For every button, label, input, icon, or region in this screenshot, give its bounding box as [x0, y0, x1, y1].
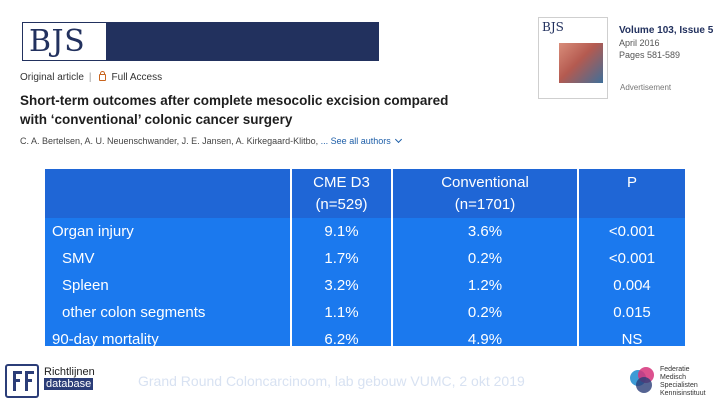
header-conv-line1: Conventional: [441, 174, 529, 191]
label-column: Organ injury SMV Spleen other colon segm…: [45, 218, 290, 348]
table-cell-conventional: 0.2%: [467, 304, 503, 321]
table-cell-p: NS: [621, 331, 643, 348]
table-row-label: other colon segments: [62, 304, 206, 321]
table-row-label: Spleen: [62, 277, 109, 294]
table-cell-cme: 6.2%: [324, 331, 359, 348]
footer-caption: Grand Round Coloncarcinoom, lab gebouw V…: [138, 373, 525, 389]
table-cell-p: <0.001: [608, 223, 656, 240]
journal-logo-text: BJS: [29, 24, 86, 59]
issue-info: Volume 103, Issue 5 April 2016 Pages 581…: [619, 24, 719, 61]
p-value-column: <0.001 <0.001 0.004 0.015 NS: [577, 218, 685, 348]
table-cell-p: <0.001: [608, 250, 656, 267]
richtlijnen-line1: Richtlijnen: [44, 366, 95, 378]
table-cell-conventional: 0.2%: [467, 250, 503, 267]
article-title[interactable]: Short-term outcomes after complete mesoc…: [20, 93, 449, 127]
table-header-row: CME D3 (n=529) Conventional (n=1701) P: [45, 169, 685, 218]
federatie-line1: Federatie: [660, 366, 690, 373]
richtlijnen-logo-text: Richtlijnen database: [44, 366, 95, 390]
conventional-column: 3.6% 0.2% 1.2% 0.2% 4.9%: [391, 218, 577, 348]
table-cell-cme: 1.1%: [324, 304, 359, 321]
see-all-authors-link[interactable]: ... See all authors: [320, 135, 402, 146]
table-cell-p: 0.015: [613, 304, 651, 321]
federatie-line4: Kennisinstituut: [660, 390, 706, 397]
table-body: Organ injury SMV Spleen other colon segm…: [45, 218, 685, 348]
federatie-logo-text: Federatie Medisch Specialisten Kennisins…: [660, 366, 706, 398]
federatie-line2: Medisch: [660, 374, 687, 381]
federatie-logo-icon: [630, 367, 656, 393]
cover-image: [559, 43, 603, 83]
journal-logo[interactable]: BJS: [22, 22, 107, 61]
richtlijnen-logo-icon: [5, 364, 39, 398]
header-cme-line2: (n=529): [315, 196, 368, 213]
header-conv-line2: (n=1701): [454, 196, 516, 213]
issue-pages: Pages 581-589: [619, 50, 681, 60]
access-label: Full Access: [111, 72, 163, 83]
header-cell-conventional: Conventional (n=1701): [391, 169, 577, 218]
chevron-down-icon: [394, 135, 402, 144]
table-cell-conventional: 4.9%: [467, 331, 503, 348]
table-row-label: Organ injury: [52, 223, 134, 240]
journal-cover[interactable]: BJS: [538, 17, 608, 99]
open-lock-icon: [98, 71, 106, 81]
table-row-label: SMV: [62, 250, 95, 267]
table-row-label: 90-day mortality: [52, 331, 159, 348]
advertisement-label: Advertisement: [620, 83, 672, 92]
article-type-label: Original article: [20, 72, 84, 83]
journal-banner: [107, 22, 379, 61]
header-p-label: P: [626, 174, 637, 191]
header-cell-cme: CME D3 (n=529): [290, 169, 391, 218]
article-authors: C. A. Bertelsen, A. U. Neuenschwander, J…: [20, 135, 402, 146]
authors-list: C. A. Bertelsen, A. U. Neuenschwander, J…: [20, 136, 319, 146]
cover-title: BJS: [542, 20, 564, 34]
table-cell-conventional: 3.6%: [467, 223, 503, 240]
table-cell-p: 0.004: [613, 277, 651, 294]
table-cell-cme: 1.7%: [324, 250, 359, 267]
table-cell-cme: 9.1%: [324, 223, 359, 240]
meta-separator: |: [88, 72, 92, 83]
federatie-line3: Specialisten: [660, 382, 698, 389]
header-cell-blank: [45, 169, 290, 218]
article-meta: Original article | Full Access: [20, 71, 163, 83]
footer-bar: [0, 354, 720, 405]
see-all-label: ... See all authors: [320, 136, 391, 146]
table-cell-conventional: 1.2%: [467, 277, 503, 294]
issue-date: April 2016: [619, 38, 660, 48]
issue-volume-link[interactable]: Volume 103, Issue 5: [619, 25, 714, 36]
header-cell-p: P: [577, 169, 685, 218]
header-cme-line1: CME D3: [313, 174, 370, 191]
table-cell-cme: 3.2%: [324, 277, 359, 294]
richtlijnen-line2: database: [44, 378, 94, 390]
cme-column: 9.1% 1.7% 3.2% 1.1% 6.2%: [290, 218, 391, 348]
